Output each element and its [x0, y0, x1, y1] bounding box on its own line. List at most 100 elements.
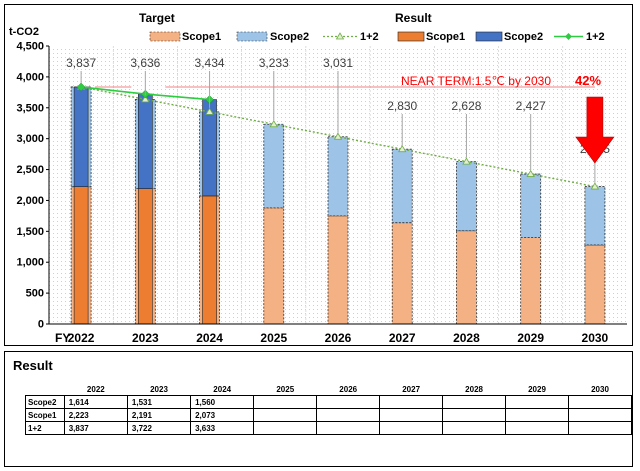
y-tick-label: 4,500 [16, 41, 44, 53]
total-data-label: 3,233 [259, 56, 289, 70]
down-arrow-icon [575, 96, 615, 164]
target-scope2-bar [263, 123, 285, 209]
x-tick-label: 2029 [517, 331, 544, 345]
total-data-label: 3,434 [195, 56, 225, 70]
target-scope2-bar [391, 148, 413, 224]
table-cell [379, 395, 444, 409]
target-scope1-bar [520, 237, 542, 325]
total-data-label: 3,031 [323, 56, 353, 70]
table-cell: 1,560 [190, 395, 255, 409]
x-axis-prefix: FY [55, 331, 70, 345]
x-tick-label: 2022 [68, 331, 95, 345]
result-scope1-bar [73, 186, 89, 325]
target-scope2-bar [456, 161, 477, 232]
y-tick-label: 1,500 [16, 226, 44, 238]
legend-swatch-result-scope2 [475, 31, 503, 42]
target-scope1-bar [263, 207, 285, 325]
result-title: Result [13, 358, 53, 373]
legend-label: 1+2 [586, 31, 605, 43]
target-total-point [333, 132, 343, 140]
row-label: 1+2 [25, 421, 65, 435]
total-data-label: 2,427 [516, 99, 546, 113]
table-cell: 3,633 [190, 421, 255, 435]
target-total-point [462, 157, 471, 165]
legend-target-title: Target [139, 11, 175, 25]
target-scope1-bar [456, 230, 477, 325]
result-total-point [76, 82, 86, 92]
y-tick-label: 1,000 [16, 257, 44, 269]
table-cell [567, 421, 633, 435]
y-tick-label: 2,000 [16, 195, 44, 207]
table-cell: 3,722 [126, 421, 192, 435]
x-tick-label: 2028 [453, 331, 480, 345]
chart-panel: Target Result Scope1 Scope2 1+2 Scope1 Scope2 1… [4, 4, 633, 346]
table-cell [316, 395, 381, 409]
legend-swatch-result-marker [565, 33, 572, 40]
table-cell: 1,614 [63, 395, 128, 409]
y-axis-title: t-CO2 [9, 26, 39, 38]
y-tick-label: 0 [38, 319, 44, 331]
near-term-annotation: NEAR TERM:1.5℃ by 2030 [401, 74, 551, 88]
y-tick-label: 500 [26, 288, 44, 300]
result-scope2-bar [73, 86, 89, 187]
row-label: Scope2 [25, 395, 65, 409]
x-tick-label: 2024 [196, 331, 223, 345]
table-cell: 2,223 [63, 408, 128, 422]
target-total-point [269, 119, 278, 128]
x-tick-label: 2025 [260, 331, 287, 345]
result-scope1-bar [202, 195, 217, 325]
row-label: Scope1 [25, 408, 65, 422]
table-cell: 3,837 [63, 421, 128, 435]
table-col-header: 2028 [442, 383, 506, 396]
total-data-label: 3,837 [66, 56, 96, 70]
target-total-point [141, 95, 150, 103]
table-cell [505, 408, 569, 422]
emissions-chart: Target Result Scope1 Scope2 1+2 Scope1 Scope2 1… [9, 11, 627, 345]
lines [76, 82, 600, 190]
legend-label: 1+2 [360, 31, 379, 43]
table-corner [25, 383, 65, 396]
table-col-header: 2023 [127, 383, 191, 396]
x-tick-label: 2026 [325, 331, 352, 345]
table-col-header: 2027 [379, 383, 443, 396]
table-cell [442, 421, 507, 435]
labels: 3,837 3,636 3,434 3,233 3,031 2,830 2,628 2,427… [66, 56, 615, 183]
table-col-header: 2029 [505, 383, 569, 396]
legend-result-title: Result [395, 11, 432, 25]
x-tick-label: 2030 [582, 331, 609, 345]
legend-label: Scope2 [270, 31, 309, 43]
legend-label: Scope1 [426, 31, 465, 43]
table-col-header: 2030 [568, 383, 632, 396]
legend-swatch-target-scope1 [149, 31, 181, 42]
legend-label: Scope1 [182, 31, 221, 43]
result-panel: Result 2022 2023 2024 2025 2026 2027 202… [4, 351, 633, 467]
total-data-label: 2,628 [451, 99, 481, 113]
table-cell [567, 395, 633, 409]
table-cell [253, 421, 318, 435]
table-cell [505, 421, 569, 435]
target-total-point [205, 107, 214, 115]
legend: Target Result Scope1 Scope2 1+2 Scope1 Scope2 1… [139, 11, 605, 43]
reduction-percent: 42% [575, 73, 601, 88]
target-scope1-bar [327, 215, 349, 325]
target-total-point [590, 182, 600, 190]
target-scope1-bar [391, 222, 413, 325]
target-total-point [526, 169, 535, 177]
table-cell [442, 408, 507, 422]
table-row: Scope2 1,614 1,531 1,560 [25, 395, 633, 409]
axes: 0 500 1,000 1,500 2,000 2,500 3,000 3,500 4,000 4… [9, 26, 627, 345]
total-data-label: 3,636 [130, 56, 160, 70]
table-col-header: 2024 [190, 383, 254, 396]
table-col-header: 2022 [64, 383, 128, 396]
legend-swatch-result-scope1 [397, 31, 425, 42]
legend-label: Scope2 [504, 31, 543, 43]
legend-swatch-target-scope2 [236, 31, 268, 42]
y-tick-label: 2,500 [16, 164, 44, 176]
target-scope2-bar [327, 136, 349, 217]
x-tick-label: 2023 [132, 331, 159, 345]
table-col-header: 2025 [253, 383, 317, 396]
table-cell: 1,531 [126, 395, 192, 409]
table-cell [379, 408, 444, 422]
table-cell [316, 408, 381, 422]
table-cell [253, 408, 318, 422]
